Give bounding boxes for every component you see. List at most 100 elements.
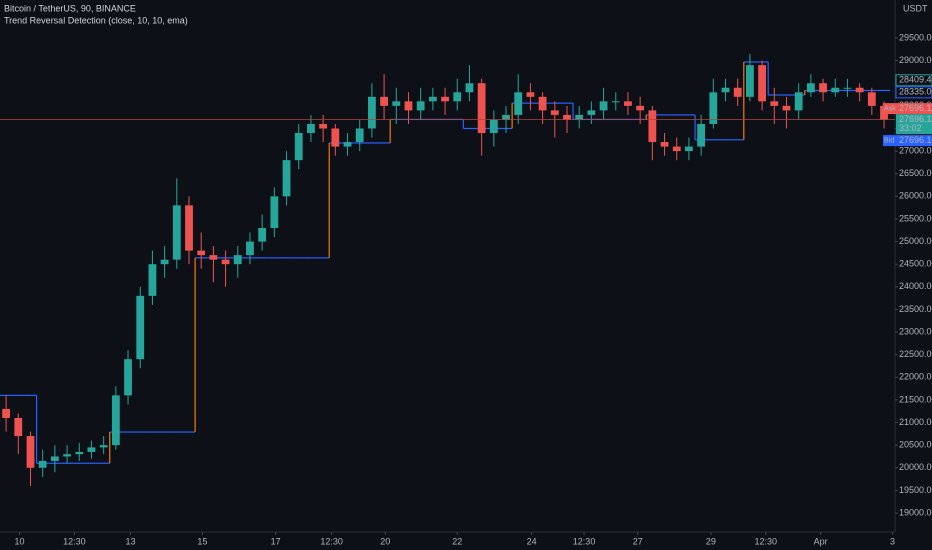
candle-body (282, 160, 291, 197)
y-tick-label: 21500.00 (899, 394, 932, 404)
candle-body (648, 110, 657, 143)
x-tick-label: 12:30 (320, 536, 343, 546)
y-tick-label: 29000.00 (899, 55, 932, 65)
candle-body (136, 295, 145, 360)
bid-label: 27696.10 (899, 135, 932, 145)
candle-body (307, 123, 315, 133)
candle-body (441, 96, 449, 102)
candle-body (563, 114, 571, 120)
candle-body (843, 87, 852, 89)
candle-body (392, 101, 401, 106)
candle-body (733, 87, 742, 97)
y-tick-label: 22000.00 (899, 372, 932, 382)
countdown: 33:02 (899, 123, 922, 133)
candle-body (745, 65, 754, 97)
y-tick-label: 25000.00 (899, 236, 932, 246)
x-tick-label: 12:30 (63, 536, 86, 546)
currency-label: USDT (903, 3, 928, 13)
candle-body (636, 105, 645, 111)
price-tag-label: 28335.00 (899, 87, 932, 97)
y-tick-label: 23000.00 (899, 326, 932, 336)
candle-body (611, 101, 620, 103)
x-tick-label: 24 (527, 536, 537, 546)
candle-body (489, 119, 498, 133)
y-tick-label: 19500.00 (899, 485, 932, 495)
indicator-title: Trend Reversal Detection (close, 10, 10,… (4, 15, 188, 25)
y-tick-label: 24500.00 (899, 259, 932, 269)
candle-body (660, 142, 669, 147)
ask-box (896, 103, 932, 115)
candle-body (294, 133, 303, 161)
candle-body (185, 205, 193, 251)
y-tick-label: 26500.00 (899, 168, 932, 178)
last-box (896, 114, 932, 135)
candle-body (502, 114, 510, 120)
candle-body (172, 205, 181, 260)
candle-body (63, 454, 71, 457)
ask-label: 27696.11 (899, 103, 932, 113)
bid-box (896, 135, 932, 147)
y-tick-label: 25500.00 (899, 213, 932, 223)
candle-body (367, 96, 376, 129)
candle-body (270, 196, 279, 228)
x-tick-label: 27 (633, 536, 643, 546)
price-tag-label: 28409.40 (899, 75, 932, 85)
candle-body (148, 264, 157, 296)
candle-body (87, 447, 96, 452)
y-tick-label: 24000.00 (899, 281, 932, 291)
y-tick-label: 20000.00 (899, 462, 932, 472)
candle-body (782, 105, 791, 111)
candle-body (331, 128, 340, 147)
x-tick-label: 20 (380, 536, 390, 546)
candle-body (685, 146, 693, 152)
candle-body (794, 92, 803, 111)
candle-body (465, 83, 474, 93)
candle-body (343, 142, 352, 147)
x-tick-label: 12:30 (754, 536, 777, 546)
ask-tag-label: Ask (884, 105, 896, 112)
candle-body (246, 241, 254, 256)
x-tick-label: 15 (197, 536, 207, 546)
candle-body (38, 460, 47, 468)
candle-body (416, 101, 425, 111)
y-tick-label: 27000.00 (899, 145, 932, 155)
candle-body (75, 451, 84, 455)
candle-body (50, 456, 59, 461)
candle-body (599, 101, 608, 111)
candle-body (770, 101, 779, 106)
y-tick-label: 23500.00 (899, 304, 932, 314)
bid-tag-label: Bid (884, 137, 894, 144)
candle-body (197, 250, 206, 256)
x-tick-label: 3 (890, 536, 895, 546)
candle-body (538, 96, 547, 111)
candle-body (160, 259, 169, 265)
candle-body (672, 146, 681, 152)
y-tick-label: 20500.00 (899, 440, 932, 450)
candle-body (709, 92, 718, 124)
candle-body (758, 65, 766, 102)
x-tick-label: 17 (271, 536, 281, 546)
candle-body (124, 359, 132, 396)
candle-body (404, 101, 413, 111)
candle-body (721, 87, 730, 93)
candle-body (355, 128, 364, 143)
price-tag-box (895, 86, 932, 99)
ask-tag (883, 103, 896, 115)
candle-body (575, 114, 584, 120)
candle-body (819, 83, 827, 93)
candle-body (550, 110, 559, 115)
candle-body (258, 228, 267, 242)
candle-body (2, 408, 10, 418)
candle-body (380, 96, 388, 106)
candle-body (221, 259, 230, 265)
candle-body (428, 96, 437, 102)
y-tick-label: 29500.00 (899, 32, 932, 42)
x-tick-label: 10 (15, 536, 25, 546)
x-tick-label: 13 (125, 536, 135, 546)
candle-body (587, 110, 596, 115)
bid-tag (883, 135, 896, 147)
plot-area (0, 53, 891, 486)
